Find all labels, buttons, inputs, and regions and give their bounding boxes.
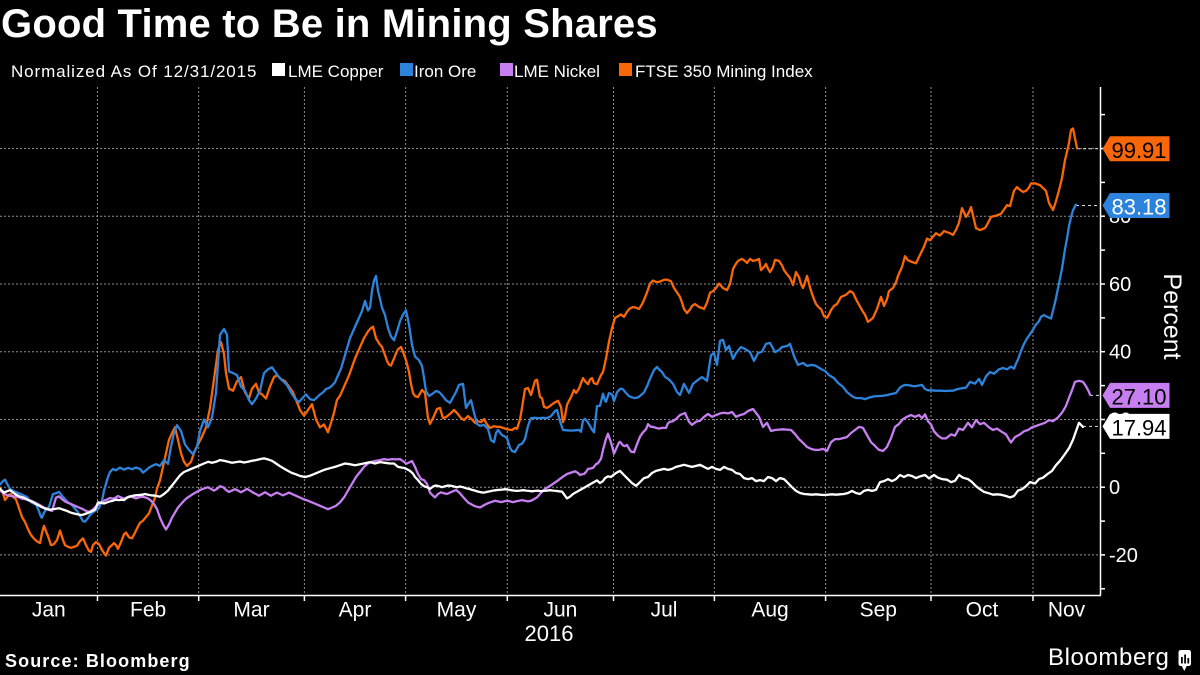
svg-text:Apr: Apr xyxy=(339,599,372,622)
svg-text:Nov: Nov xyxy=(1048,599,1086,622)
svg-text:Percent: Percent xyxy=(1158,273,1186,359)
svg-text:Oct: Oct xyxy=(966,599,999,622)
svg-text:Jun: Jun xyxy=(543,599,577,622)
svg-text:2016: 2016 xyxy=(525,621,574,646)
svg-text:Feb: Feb xyxy=(130,599,166,622)
svg-text:Jan: Jan xyxy=(32,599,66,622)
svg-text:40: 40 xyxy=(1109,342,1131,364)
svg-text:May: May xyxy=(437,599,477,622)
svg-text:27.10: 27.10 xyxy=(1111,384,1166,409)
svg-text:83.18: 83.18 xyxy=(1111,195,1166,220)
svg-text:17.94: 17.94 xyxy=(1111,415,1166,440)
svg-text:0: 0 xyxy=(1109,477,1120,499)
svg-text:Jul: Jul xyxy=(651,599,678,622)
svg-text:-20: -20 xyxy=(1109,545,1138,567)
svg-text:Aug: Aug xyxy=(751,599,788,622)
svg-text:60: 60 xyxy=(1109,274,1131,296)
svg-text:Mar: Mar xyxy=(233,599,269,622)
svg-text:99.91: 99.91 xyxy=(1111,138,1166,163)
svg-text:Sep: Sep xyxy=(860,599,897,622)
